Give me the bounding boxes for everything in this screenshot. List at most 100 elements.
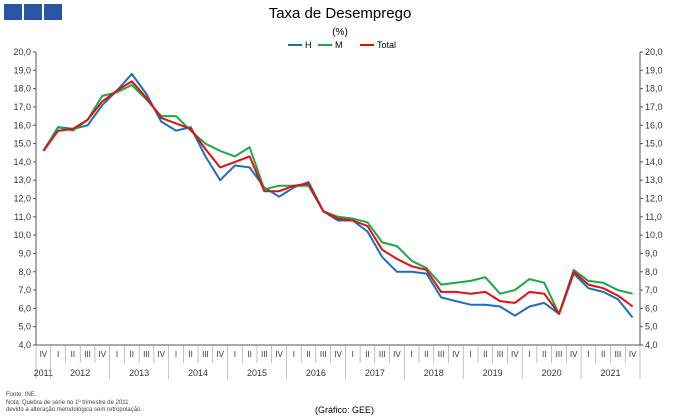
logo-square-3 [44,4,62,20]
y-tick-label-right: 4,0 [645,340,658,350]
year-label: 2019 [483,368,503,378]
quarter-label: I [57,350,59,359]
y-tick-label-left: 15,0 [13,139,31,149]
quarter-label: IV [452,350,460,359]
quarter-label: IV [629,350,637,359]
year-label: 2021 [601,368,621,378]
y-tick-label-right: 11,0 [645,212,662,222]
year-label: 2013 [129,368,149,378]
legend-label-m: M [335,40,343,50]
y-tick-label-right: 14,0 [645,157,663,167]
y-tick-label-right: 12,0 [645,194,663,204]
note-line-3: devido a alteração metodológica sem retr… [6,407,143,413]
y-tick-label-right: 6,0 [645,303,658,313]
quarter-label: IV [216,350,224,359]
quarter-label: II [130,350,134,359]
y-tick-label-left: 5,0 [18,322,31,332]
year-label: 2012 [70,368,90,378]
quarter-label: III [84,350,91,359]
series-line-m [42,84,633,315]
y-tick-label-right: 15,0 [645,139,663,149]
y-tick-label-left: 13,0 [13,175,31,185]
y-tick-label-right: 8,0 [645,267,658,277]
quarter-label: II [424,350,428,359]
quarter-label: IV [570,350,578,359]
quarter-label: II [542,350,546,359]
quarter-label: II [247,350,251,359]
quarter-label: III [556,350,563,359]
quarter-label: I [469,350,471,359]
y-tick-label-left: 11,0 [14,212,31,222]
y-tick-label-right: 16,0 [645,120,663,130]
quarter-label: II [365,350,369,359]
y-tick-label-left: 4,0 [18,340,31,350]
y-tick-label-right: 18,0 [645,84,663,94]
legend-label-total: Total [377,40,396,50]
quarter-label: I [411,350,413,359]
chart-unit: (%) [332,27,348,38]
quarter-label: III [261,350,268,359]
quarter-label: I [293,350,295,359]
y-tick-label-left: 17,0 [13,102,31,112]
quarter-label: I [234,350,236,359]
quarter-label: III [497,350,504,359]
quarter-label: IV [511,350,519,359]
y-tick-label-right: 17,0 [645,102,663,112]
quarter-label: II [71,350,75,359]
y-tick-label-left: 10,0 [13,230,31,240]
series-line-total [42,80,634,315]
year-label: 2016 [306,368,326,378]
quarter-label: IV [393,350,401,359]
quarter-label: I [352,350,354,359]
quarter-label: I [175,350,177,359]
y-tick-label-right: 20,0 [645,47,663,57]
y-tick-label-right: 7,0 [645,285,658,295]
year-label: 2011 [34,368,53,378]
quarter-label: II [601,350,605,359]
logo-square-2 [24,4,42,20]
y-tick-label-left: 12,0 [13,194,31,204]
chart-title: Taxa de Desemprego [268,5,412,22]
y-tick-label-left: 16,0 [13,120,31,130]
y-tick-label-left: 20,0 [13,47,31,57]
year-label: 2017 [365,368,385,378]
y-tick-label-left: 8,0 [18,267,31,277]
year-label: 2020 [542,368,562,378]
year-label: 2015 [247,368,267,378]
y-tick-label-right: 9,0 [645,248,658,258]
year-label: 2018 [424,368,444,378]
y-tick-label-left: 7,0 [18,285,31,295]
quarter-label: I [587,350,589,359]
quarter-label: III [615,350,622,359]
y-tick-label-right: 10,0 [645,230,663,240]
series-line-h [42,73,634,319]
legend-label-h: H [305,40,312,50]
quarter-label: IV [99,350,107,359]
quarter-label: III [320,350,327,359]
quarter-label: II [306,350,310,359]
quarter-label: II [188,350,192,359]
y-tick-label-right: 13,0 [645,175,663,185]
y-tick-label-right: 19,0 [645,65,663,75]
quarter-label: IV [275,350,283,359]
quarter-label: I [116,350,118,359]
quarter-label: III [143,350,150,359]
chart-source: (Gráfico: GEE) [315,405,375,415]
quarter-label: IV [334,350,342,359]
quarter-label: I [528,350,530,359]
y-tick-label-left: 18,0 [13,84,31,94]
quarter-label: IV [40,350,48,359]
y-tick-label-left: 14,0 [13,157,31,167]
quarter-label: III [202,350,209,359]
y-tick-label-left: 19,0 [13,65,31,75]
year-label: 2014 [188,368,208,378]
logo [4,4,62,20]
quarter-label: IV [157,350,165,359]
quarter-label: III [379,350,386,359]
note-line-1: Fonte: INE. [6,392,37,398]
logo-square-1 [4,4,22,20]
note-line-2: Nota: Quebra de série no 1º trimestre de… [6,399,129,406]
quarter-label: III [438,350,445,359]
quarter-label: II [483,350,487,359]
